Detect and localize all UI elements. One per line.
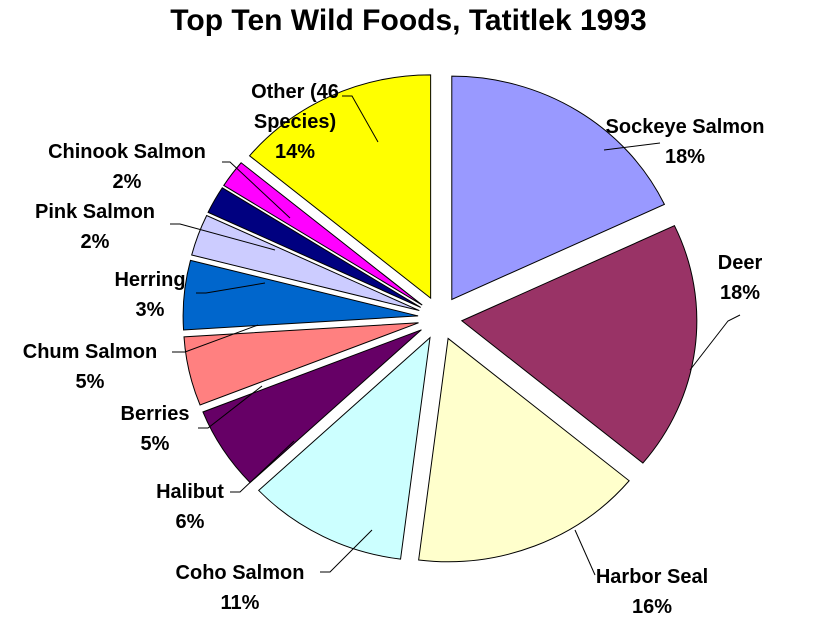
leader-line-harbor-seal xyxy=(574,529,596,576)
slice-name-line: Chinook Salmon xyxy=(48,141,206,163)
chart-title: Top Ten Wild Foods, Tatitlek 1993 xyxy=(170,4,647,37)
leader-line-pink-salmon xyxy=(170,223,276,251)
slice-label-berries: Berries 5% xyxy=(121,403,190,455)
slice-name-line: Halibut xyxy=(156,481,224,503)
slice-label-other-46-species: Other (46 Species) 14% xyxy=(251,81,339,163)
slice-percent: 6% xyxy=(176,511,205,533)
slice-label-chinook-salmon: Chinook Salmon 2% xyxy=(48,141,206,193)
slice-name-line: Chum Salmon xyxy=(23,341,157,363)
leader-line-chinook-salmon xyxy=(222,161,291,219)
leader-line-herring xyxy=(196,282,266,294)
leader-line-coho-salmon xyxy=(320,529,373,573)
slice-name-line: Other (46 xyxy=(251,81,339,103)
leader-line-sockeye-salmon xyxy=(603,142,661,151)
pie-slice-deer xyxy=(460,225,698,464)
slice-percent: 2% xyxy=(81,231,110,253)
pie-slice-berries xyxy=(183,322,419,406)
slice-label-sockeye-salmon: Sockeye Salmon 18% xyxy=(606,116,765,168)
pie-slice-pink-salmon xyxy=(207,187,421,308)
slice-label-coho-salmon: Coho Salmon 11% xyxy=(176,562,305,614)
pie-slice-coho-salmon xyxy=(257,336,431,560)
pie-slice-other-46-species xyxy=(248,74,432,300)
pie-slice-chum-salmon xyxy=(182,259,419,331)
pie-slice-herring xyxy=(191,214,420,312)
slice-percent: 5% xyxy=(141,433,170,455)
pie-slices xyxy=(182,74,698,563)
slice-name-line: Deer xyxy=(718,252,763,274)
slice-label-harbor-seal: Harbor Seal 16% xyxy=(596,566,708,618)
slice-percent: 18% xyxy=(665,146,705,168)
slice-name-line: Pink Salmon xyxy=(35,201,155,223)
slice-labels: Sockeye Salmon 18% Deer 18% Harbor Seal 16% Co… xyxy=(23,81,765,618)
slice-name-line: Coho Salmon xyxy=(176,562,305,584)
slice-percent: 5% xyxy=(76,371,105,393)
pie-slice-sockeye-salmon xyxy=(451,75,666,301)
slice-percent: 2% xyxy=(113,171,142,193)
slice-percent: 14% xyxy=(275,141,315,163)
slice-percent: 18% xyxy=(720,282,760,304)
leader-line-chum-salmon xyxy=(172,324,259,353)
leader-line-halibut xyxy=(230,440,295,493)
slice-label-herring: Herring 3% xyxy=(114,269,185,321)
slice-name-line: Herring xyxy=(114,269,185,291)
leader-line-berries xyxy=(198,385,263,429)
slice-label-chum-salmon: Chum Salmon 5% xyxy=(23,341,157,393)
slice-label-halibut: Halibut 6% xyxy=(156,481,224,533)
pie-slice-harbor-seal xyxy=(418,337,630,563)
slice-percent: 11% xyxy=(221,592,260,614)
slice-name-line: Harbor Seal xyxy=(596,566,708,588)
pie-slice-chinook-salmon xyxy=(223,162,423,306)
slice-name-line: Berries xyxy=(121,403,190,425)
slice-name-line: Sockeye Salmon xyxy=(606,116,765,138)
leader-lines xyxy=(170,95,741,576)
slice-label-pink-salmon: Pink Salmon 2% xyxy=(35,201,155,253)
leader-line-deer xyxy=(689,314,741,371)
slice-percent: 16% xyxy=(632,596,672,618)
slice-name-line: Species) xyxy=(254,111,336,133)
leader-line-other-46-species xyxy=(342,95,379,143)
slice-percent: 3% xyxy=(136,299,165,321)
slice-label-deer: Deer 18% xyxy=(718,252,763,304)
